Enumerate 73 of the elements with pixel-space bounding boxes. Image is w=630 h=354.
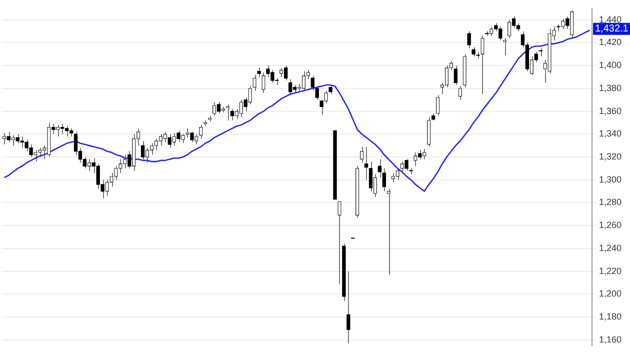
candlestick [145, 147, 150, 164]
candlestick [74, 131, 78, 156]
y-tick-label: 1,380 [599, 82, 622, 93]
y-tick-label: 1,220 [599, 266, 622, 276]
candlestick [118, 158, 122, 174]
candlestick [570, 10, 574, 39]
candlestick [302, 70, 306, 92]
y-tick-label: 1,280 [599, 197, 622, 208]
candlestick [128, 150, 132, 169]
candlestick [11, 134, 16, 146]
candlestick [52, 123, 56, 135]
candlestick [181, 134, 185, 144]
y-tick-label: 1,360 [599, 106, 622, 116]
y-tick-label: 1,200 [599, 288, 622, 299]
candlestick [280, 67, 284, 78]
candlestick [458, 86, 462, 100]
candlestick [230, 108, 234, 121]
candlestick [368, 161, 373, 192]
candlestick [467, 30, 471, 49]
candlestick [29, 144, 33, 158]
candlestick [512, 16, 516, 28]
candlestick [364, 146, 368, 180]
candlestick [414, 152, 418, 167]
candlestick [163, 131, 167, 143]
candlestick [158, 134, 163, 146]
candlestick [212, 102, 216, 116]
candlestick [320, 99, 324, 116]
candlestick [266, 65, 270, 78]
y-tick-label: 1,180 [599, 312, 622, 322]
y-tick-label: 1,420 [599, 37, 622, 48]
y-tick-label: 1,400 [599, 60, 622, 70]
candlestick [123, 154, 127, 169]
candlestick [244, 97, 248, 112]
candlestick [440, 82, 444, 95]
candlestick [284, 65, 288, 81]
y-tick-label: 1,160 [599, 334, 622, 344]
candlestick [386, 188, 390, 276]
y-tick-label: 1,340 [599, 128, 622, 139]
candlestick [566, 16, 570, 30]
candlestick [87, 158, 91, 172]
y-tick-label: 1,260 [599, 220, 622, 230]
candlestick [507, 19, 512, 39]
candlestick [56, 124, 60, 137]
candlestick [150, 142, 154, 156]
candlestick [60, 123, 64, 135]
candlestick [257, 67, 261, 78]
candlestick [168, 134, 172, 148]
candlestick [444, 65, 449, 88]
y-tick-label: 1,440 [599, 14, 622, 24]
candlestick [436, 94, 440, 116]
candlestick [454, 65, 458, 86]
candlestick [199, 124, 203, 140]
candlestick [186, 128, 190, 138]
candlestick [427, 116, 431, 148]
candlestick [6, 131, 11, 143]
annotation: 1,432.1 [595, 24, 629, 35]
candlestick [480, 35, 484, 95]
candlestick [418, 150, 422, 160]
candlestick [288, 78, 292, 96]
y-tick-label: 1,300 [599, 174, 622, 184]
candlestick [239, 99, 243, 118]
candlestick [64, 126, 69, 137]
y-tick-label: 1,240 [599, 242, 622, 253]
candlestick [530, 56, 534, 76]
candlestick [216, 102, 221, 114]
candlestick [154, 138, 158, 151]
candlestick [140, 140, 145, 160]
candlestick [190, 131, 194, 143]
candlestick [346, 270, 350, 344]
candlestick [360, 146, 364, 164]
y-tick-label: 1,320 [599, 151, 622, 162]
candlestick [176, 130, 180, 143]
candlestick [503, 38, 507, 56]
